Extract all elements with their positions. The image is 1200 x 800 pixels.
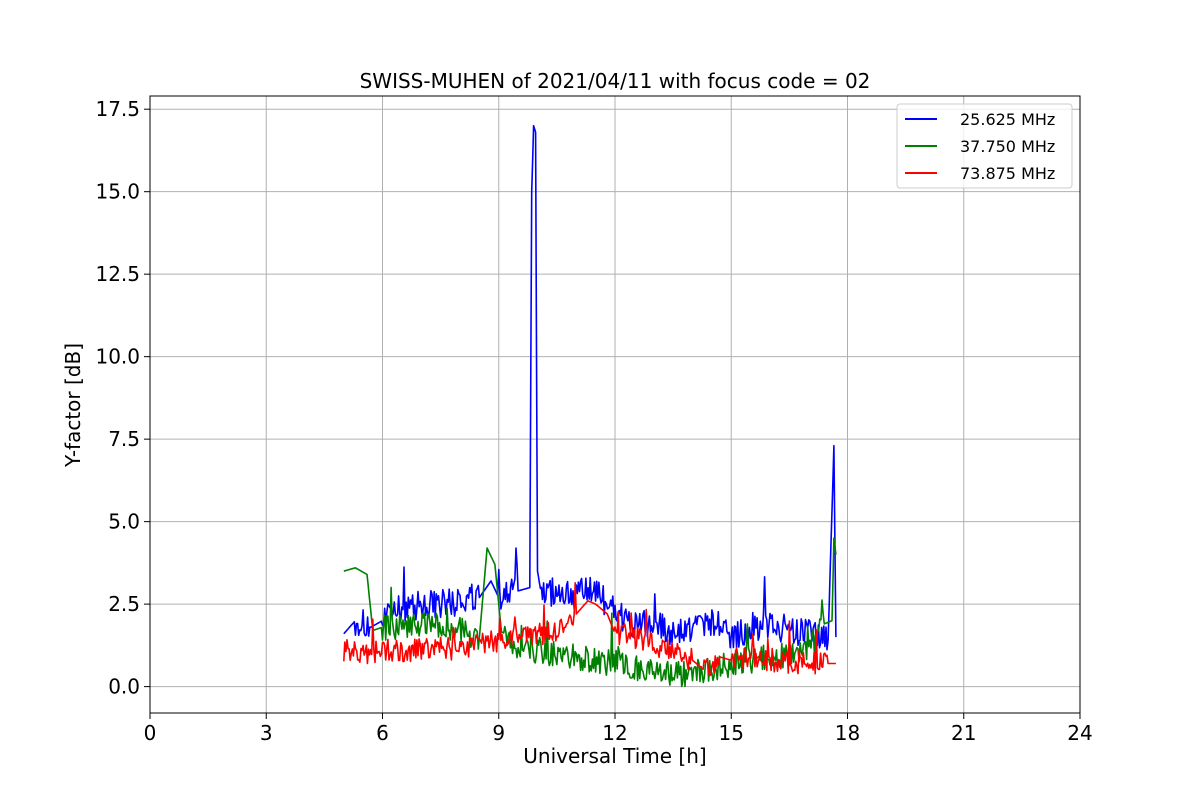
x-tick-label: 6	[376, 721, 389, 745]
y-tick-label: 2.5	[108, 592, 140, 616]
x-tick-label: 18	[835, 721, 860, 745]
chart-title: SWISS-MUHEN of 2021/04/11 with focus cod…	[360, 69, 871, 93]
y-tick-label: 10.0	[95, 345, 140, 369]
x-tick-label: 24	[1067, 721, 1092, 745]
legend-box	[896, 103, 1073, 189]
y-tick-label: 15.0	[95, 180, 140, 204]
y-tick-label: 17.5	[95, 97, 140, 121]
series-line	[343, 582, 836, 677]
x-tick-label: 21	[951, 721, 976, 745]
y-tick-label: 0.0	[108, 675, 140, 699]
x-tick-label: 0	[144, 721, 157, 745]
y-axis-label: Y-factor [dB]	[61, 343, 85, 468]
x-tick-label: 15	[719, 721, 744, 745]
y-ticks: 0.0 2.5 5.0 7.5 10.0 12.5 15.0 17.5	[95, 97, 150, 699]
x-tick-label: 9	[492, 721, 505, 745]
legend-label: 37.750 MHz	[960, 137, 1055, 156]
y-tick-label: 7.5	[108, 427, 140, 451]
legend: 25.625 MHz 37.750 MHz 73.875 MHz	[896, 103, 1073, 189]
y-tick-label: 12.5	[95, 262, 140, 286]
x-axis-label: Universal Time [h]	[523, 744, 706, 768]
legend-label: 25.625 MHz	[960, 110, 1055, 129]
legend-label: 73.875 MHz	[960, 164, 1055, 183]
series-layer	[343, 124, 837, 688]
x-tick-label: 3	[260, 721, 273, 745]
y-tick-label: 5.0	[108, 510, 140, 534]
x-ticks: 0 3 6 9 12 15 18 21 24	[144, 713, 1093, 745]
series-line	[343, 124, 837, 651]
x-tick-label: 12	[602, 721, 627, 745]
